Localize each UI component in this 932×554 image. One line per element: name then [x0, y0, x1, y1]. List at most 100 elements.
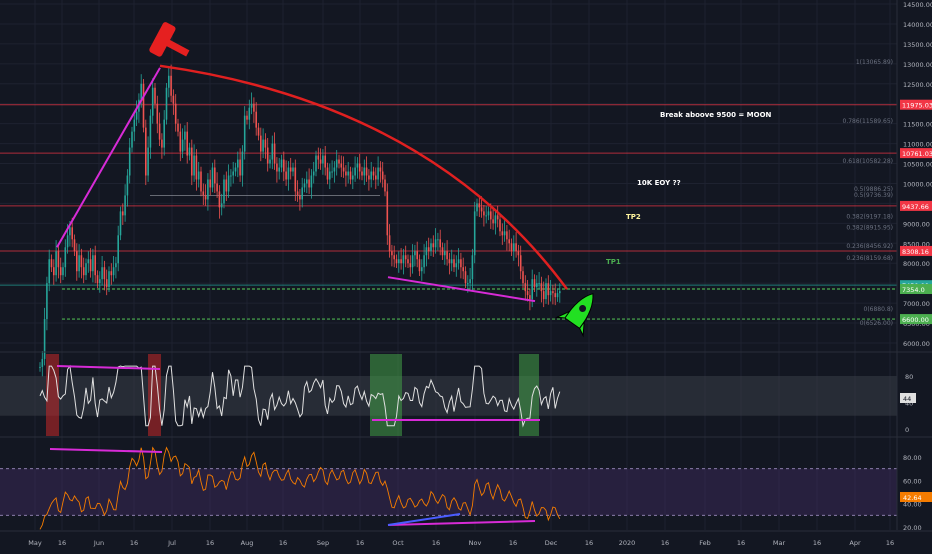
- candle-body: [269, 159, 271, 164]
- y-tick-label: 14500.00: [903, 1, 932, 9]
- annotation-text: TP2: [626, 213, 641, 221]
- osc-line: [39, 446, 561, 530]
- candle-body: [476, 203, 478, 212]
- price-marker: [900, 200, 932, 211]
- candle-body: [335, 159, 338, 168]
- candle-body: [354, 167, 356, 176]
- osc-divergence: [387, 520, 536, 526]
- rsi-tick: 40: [905, 400, 913, 408]
- candle-body: [450, 259, 453, 264]
- y-tick-label: 8500.00: [903, 240, 930, 248]
- candle-body: [96, 275, 99, 284]
- candle-body: [232, 171, 234, 176]
- candle-body: [301, 187, 303, 200]
- candle-body: [326, 167, 329, 180]
- gavel-icon: [149, 22, 190, 57]
- candle-body: [195, 155, 198, 180]
- candle-body: [188, 147, 191, 156]
- x-tick-label: 16: [432, 539, 440, 547]
- candle-body: [186, 131, 188, 156]
- candle-body: [170, 75, 172, 96]
- indicator-panels: [0, 351, 932, 530]
- rocket-body: [564, 293, 594, 330]
- candle-body: [227, 175, 230, 192]
- candle-body: [66, 235, 69, 248]
- candle-body: [496, 215, 499, 220]
- candle-body: [400, 259, 402, 264]
- candle-body: [342, 167, 345, 172]
- candle-body: [292, 167, 294, 172]
- candle-body: [372, 171, 375, 176]
- x-tick-label: Mar: [773, 539, 786, 547]
- candle-body: [487, 211, 490, 216]
- trend-line: [56, 67, 161, 248]
- candle-body: [241, 151, 244, 176]
- candle-body: [552, 291, 554, 294]
- fib-label: 0.618(10582.28): [843, 158, 894, 165]
- osc-band: [0, 468, 897, 516]
- osc-marker-label: 42.64: [903, 494, 922, 502]
- candle-body: [517, 251, 520, 256]
- candle-body: [89, 259, 92, 272]
- x-tick-label: Jul: [167, 539, 176, 547]
- x-tick-label: 16: [737, 539, 745, 547]
- candle-body: [441, 247, 444, 256]
- y-tick-label: 9000.00: [903, 220, 930, 228]
- grid: [0, 0, 897, 530]
- candle-body: [94, 255, 96, 276]
- rsi-highlight: [370, 354, 402, 436]
- candle-body: [92, 255, 94, 272]
- candle-body: [345, 171, 347, 176]
- candle-body: [414, 251, 416, 256]
- candle-body: [501, 231, 504, 236]
- candle-body: [285, 171, 287, 180]
- candle-body: [147, 147, 149, 176]
- candle-body: [386, 191, 389, 236]
- osc-divergence-blue: [387, 513, 461, 526]
- candle-body: [554, 293, 556, 298]
- osc-marker: [900, 492, 932, 502]
- annotations: 1(13065.89) 0.786(11589.65) 0.618(10582.28…: [606, 59, 893, 327]
- x-tick-label: 16: [661, 539, 669, 547]
- candle-body: [347, 171, 349, 176]
- candle-body: [361, 171, 363, 176]
- candle-body: [142, 83, 145, 128]
- candle-body: [559, 291, 561, 294]
- drawings: [56, 22, 594, 338]
- x-tick-label: 16: [356, 539, 364, 547]
- candle-body: [485, 215, 487, 217]
- candle-body: [549, 291, 552, 296]
- candle-body: [225, 179, 228, 192]
- candle-body: [39, 366, 41, 368]
- candle-body: [237, 159, 239, 168]
- candle-body: [384, 179, 386, 192]
- x-tick-label: Feb: [699, 539, 711, 547]
- candle-body: [69, 227, 71, 236]
- candle-body: [172, 95, 175, 104]
- resistance-curve: [159, 64, 569, 290]
- candle-body: [388, 235, 391, 252]
- candle-body: [289, 167, 292, 172]
- candle-body: [184, 131, 186, 140]
- candle-body: [315, 155, 317, 172]
- price-marker: [900, 245, 932, 256]
- candle-body: [418, 259, 421, 272]
- candle-body: [404, 255, 407, 260]
- candle-body: [533, 279, 536, 288]
- candle-body: [266, 147, 269, 164]
- y-tick-label: 13500.00: [903, 41, 932, 49]
- candle-body: [133, 119, 136, 132]
- x-tick-label: 16: [130, 539, 138, 547]
- x-tick-label: Aug: [241, 539, 254, 547]
- candle-body: [480, 207, 483, 212]
- fib-label: 0.382(8915.95): [846, 225, 893, 232]
- candle-body: [105, 279, 108, 288]
- candle-body: [248, 107, 251, 120]
- candle-body: [317, 155, 320, 160]
- y-tick-label: 8000.00: [903, 260, 930, 268]
- candle-body: [181, 139, 184, 152]
- candle-body: [211, 167, 214, 188]
- candle-body: [197, 171, 200, 180]
- candle-body: [324, 155, 326, 168]
